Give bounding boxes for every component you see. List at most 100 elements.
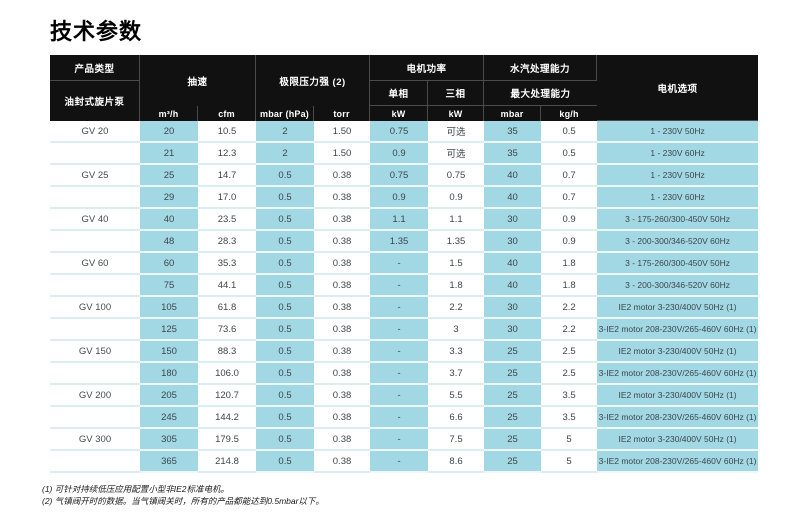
header-max-capacity: 最大处理能力 xyxy=(484,81,598,106)
power-single-cell: - xyxy=(370,451,429,473)
vapor-mbar-cell: 30 xyxy=(484,231,542,253)
spec-table: 产品类型 抽速 极限压力强 (2) 电机功率 水汽处理能力 电机选项 油封式旋片… xyxy=(50,55,759,473)
vapor-mbar-cell: 35 xyxy=(484,121,542,143)
speed-cfm-cell: 17.0 xyxy=(198,187,257,209)
unit-kw-three: kW xyxy=(428,106,485,121)
motor-option-cell: 3 - 175-260/300-450V 50Hz xyxy=(597,253,759,275)
pressure-torr-cell: 0.38 xyxy=(314,187,371,209)
power-three-cell: 7.5 xyxy=(428,429,485,451)
footnotes: (1) 可针对持续低压应用配置小型非IE2标准电机。 (2) 气镇阀开时的数据。… xyxy=(42,483,800,508)
pressure-mbar-cell: 0.5 xyxy=(256,341,315,363)
header-water-vapor-capacity: 水汽处理能力 xyxy=(484,55,598,81)
speed-cfm-cell: 28.3 xyxy=(198,231,257,253)
product-cell xyxy=(50,187,140,209)
motor-option-cell: 3-IE2 motor 208-230V/265-460V 60Hz (1) xyxy=(597,451,759,473)
pressure-mbar-cell: 0.5 xyxy=(256,429,315,451)
power-three-cell: 2.2 xyxy=(428,297,485,319)
motor-option-cell: 1 - 230V 50Hz xyxy=(597,165,759,187)
speed-cfm-cell: 106.0 xyxy=(198,363,257,385)
speed-m3h-cell: 60 xyxy=(140,253,198,275)
vapor-mbar-cell: 30 xyxy=(484,209,542,231)
product-cell: GV 100 xyxy=(50,297,140,319)
power-three-cell: 0.9 xyxy=(428,187,485,209)
product-cell xyxy=(50,143,140,165)
vapor-mbar-cell: 25 xyxy=(484,341,542,363)
vapor-mbar-cell: 40 xyxy=(484,253,542,275)
table-row: GV 200 205 120.7 0.5 0.38-5.5 25 3.5 IE2 motor … xyxy=(50,385,759,407)
unit-m3h: m³/h xyxy=(140,106,198,121)
motor-option-cell: 3 - 175-260/300-450V 50Hz xyxy=(597,209,759,231)
pressure-mbar-cell: 0.5 xyxy=(256,253,315,275)
speed-cfm-cell: 144.2 xyxy=(198,407,257,429)
header-product-type: 产品类型 xyxy=(50,55,140,81)
pressure-torr-cell: 0.38 xyxy=(314,209,371,231)
table-row: 125 73.6 0.5 0.38-3 30 2.2 3-IE2 motor 208-230… xyxy=(50,319,759,341)
speed-m3h-cell: 150 xyxy=(140,341,198,363)
footnote-1: (1) 可针对持续低压应用配置小型非IE2标准电机。 xyxy=(42,484,230,494)
header-row-2: 油封式旋片泵 单相 三相 最大处理能力 xyxy=(50,81,758,121)
speed-cfm-cell: 23.5 xyxy=(198,209,257,231)
vapor-kgh-cell: 2.5 xyxy=(541,363,598,385)
power-three-cell: 8.6 xyxy=(428,451,485,473)
pressure-torr-cell: 0.38 xyxy=(314,319,371,341)
power-three-cell: 0.75 xyxy=(428,165,485,187)
vapor-kgh-cell: 2.2 xyxy=(541,297,598,319)
vapor-mbar-cell: 25 xyxy=(484,429,542,451)
vapor-kgh-cell: 3.5 xyxy=(541,385,598,407)
power-single-cell: 0.75 xyxy=(370,121,429,143)
power-single-cell: - xyxy=(370,407,429,429)
power-single-cell: 0.75 xyxy=(370,165,429,187)
speed-m3h-cell: 20 xyxy=(140,121,198,143)
vapor-mbar-cell: 25 xyxy=(484,385,542,407)
vapor-kgh-cell: 1.8 xyxy=(541,253,598,275)
power-single-cell: 0.9 xyxy=(370,143,429,165)
pressure-torr-cell: 0.38 xyxy=(314,451,371,473)
pressure-torr-cell: 0.38 xyxy=(314,429,371,451)
speed-cfm-cell: 73.6 xyxy=(198,319,257,341)
vapor-kgh-cell: 0.5 xyxy=(541,143,598,165)
footnote-2: (2) 气镇阀开时的数据。当气镇阀关时，所有的产品都能达到0.5mbar以下。 xyxy=(42,496,324,507)
pressure-torr-cell: 0.38 xyxy=(314,341,371,363)
vapor-kgh-cell: 1.8 xyxy=(541,275,598,297)
pressure-torr-cell: 0.38 xyxy=(314,297,371,319)
motor-option-cell: 3 - 200-300/346-520V 60Hz xyxy=(597,231,759,253)
speed-m3h-cell: 245 xyxy=(140,407,198,429)
header-motor-power: 电机功率 xyxy=(370,55,485,81)
header-motor-options: 电机选项 xyxy=(597,55,759,121)
vapor-mbar-cell: 40 xyxy=(484,187,542,209)
vapor-kgh-cell: 0.9 xyxy=(541,209,598,231)
speed-m3h-cell: 48 xyxy=(140,231,198,253)
vapor-kgh-cell: 3.5 xyxy=(541,407,598,429)
speed-cfm-cell: 214.8 xyxy=(198,451,257,473)
speed-cfm-cell: 35.3 xyxy=(198,253,257,275)
pressure-mbar-cell: 0.5 xyxy=(256,363,315,385)
power-three-cell: 6.6 xyxy=(428,407,485,429)
power-single-cell: - xyxy=(370,253,429,275)
pressure-mbar-cell: 0.5 xyxy=(256,297,315,319)
speed-cfm-cell: 61.8 xyxy=(198,297,257,319)
header-pumping-speed: 抽速 xyxy=(140,55,257,106)
power-three-cell: 可选 xyxy=(428,121,485,143)
pressure-mbar-cell: 0.5 xyxy=(256,231,315,253)
vapor-kgh-cell: 2.5 xyxy=(541,341,598,363)
power-single-cell: - xyxy=(370,275,429,297)
table-body: GV 20 20 10.5 2 1.50 0.75 可选 35 0.5 1 - 230V 50Hz… xyxy=(50,121,759,473)
product-cell: GV 20 xyxy=(50,121,140,143)
pressure-torr-cell: 0.38 xyxy=(314,385,371,407)
pressure-mbar-cell: 0.5 xyxy=(256,275,315,297)
pressure-torr-cell: 0.38 xyxy=(314,407,371,429)
speed-m3h-cell: 40 xyxy=(140,209,198,231)
power-three-cell: 3.7 xyxy=(428,363,485,385)
header-ultimate-pressure: 极限压力强 (2) xyxy=(256,55,371,106)
power-three-cell: 1.8 xyxy=(428,275,485,297)
header-row-units: m³/h cfm mbar (hPa) torr kW kW mbar kg/h xyxy=(50,106,758,121)
unit-cfm: cfm xyxy=(198,106,257,121)
table-row: 180 106.0 0.5 0.38-3.7 25 2.5 3-IE2 motor 208-… xyxy=(50,363,759,385)
unit-torr: torr xyxy=(314,106,371,121)
table-header: 产品类型 抽速 极限压力强 (2) 电机功率 水汽处理能力 电机选项 油封式旋片… xyxy=(50,55,759,121)
pressure-torr-cell: 0.38 xyxy=(314,275,371,297)
unit-kw-single: kW xyxy=(370,106,429,121)
header-product-name: 油封式旋片泵 xyxy=(50,81,140,121)
speed-m3h-cell: 125 xyxy=(140,319,198,341)
vapor-mbar-cell: 25 xyxy=(484,363,542,385)
